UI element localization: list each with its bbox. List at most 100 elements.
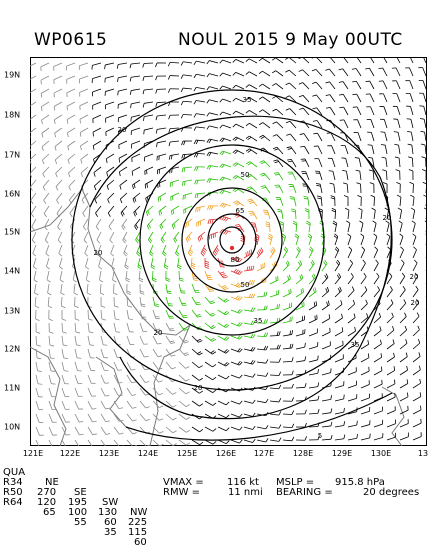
table-cell: 60	[134, 538, 147, 548]
wind-barb	[326, 107, 335, 115]
wind-barb	[343, 183, 348, 193]
wind-barb	[220, 60, 231, 63]
wind-barb	[106, 128, 114, 136]
wind-barb	[99, 258, 102, 269]
lat-label: 17N	[4, 151, 20, 160]
wind-barb	[205, 297, 215, 304]
storm-center-marker	[230, 246, 234, 250]
wind-barb	[92, 89, 101, 96]
wind-barb	[348, 434, 358, 440]
wind-barb	[259, 58, 270, 63]
wind-barb	[295, 234, 299, 245]
wind-barb	[426, 312, 427, 323]
wind-barb	[146, 206, 153, 216]
wind-barb	[41, 102, 49, 111]
wind-barb	[62, 310, 66, 321]
wind-barb	[379, 94, 387, 102]
wind-barb	[352, 81, 361, 89]
wind-barb	[207, 126, 218, 130]
wind-barb	[105, 102, 114, 109]
wind-barb	[365, 57, 374, 63]
wind-barb	[309, 247, 313, 258]
wind-barb	[194, 114, 205, 118]
wind-barb	[248, 211, 257, 219]
wind-barb	[387, 406, 395, 414]
wind-barb	[270, 276, 278, 284]
wind-barb	[299, 83, 309, 89]
wind-barb	[412, 221, 415, 232]
wind-barb	[60, 271, 64, 282]
wind-barb	[220, 138, 231, 142]
wind-barb	[207, 206, 218, 210]
wind-barb	[192, 284, 200, 292]
wind-barb	[172, 219, 179, 229]
wind-barb	[156, 115, 166, 120]
wind-barb	[322, 314, 330, 323]
wind-barb	[218, 297, 229, 302]
wind-barb	[143, 102, 153, 107]
wind-barb	[400, 353, 407, 362]
wind-barb	[82, 193, 88, 204]
wind-barb	[246, 72, 257, 76]
wind-barb	[42, 128, 49, 137]
wind-barb	[352, 94, 361, 102]
wind-barb	[413, 286, 418, 297]
wind-barb	[322, 341, 330, 349]
wind-barb	[88, 349, 95, 358]
wind-barb	[121, 206, 127, 216]
wind-barb	[316, 183, 322, 193]
wind-barb	[125, 258, 129, 269]
wind-barb	[93, 141, 101, 150]
wind-barb	[179, 271, 184, 281]
wind-barb	[367, 132, 374, 141]
wind-barb	[312, 95, 322, 102]
wind-barb	[283, 330, 293, 336]
wind-barb	[309, 382, 319, 388]
wind-barb	[93, 115, 101, 123]
lon-label: 122E	[60, 449, 80, 458]
wind-barb	[309, 328, 317, 336]
wind-barb	[348, 313, 355, 323]
wind-barb	[393, 119, 400, 128]
wind-barb	[413, 234, 416, 245]
wind-barb	[79, 63, 88, 70]
wind-barb	[79, 76, 88, 83]
wind-barb	[179, 349, 189, 356]
wind-barb	[231, 335, 242, 339]
wind-barb	[140, 440, 150, 446]
contour-label: 20	[410, 273, 419, 281]
wind-barb	[309, 356, 318, 362]
wind-barb	[169, 115, 179, 119]
wind-barb	[108, 206, 114, 217]
wind-barb	[325, 69, 335, 76]
wind-barb	[218, 310, 229, 315]
wind-barb	[348, 234, 351, 245]
wind-barb	[205, 401, 216, 406]
wind-barb	[296, 247, 300, 258]
wind-barb	[247, 199, 257, 206]
wind-barb	[400, 260, 404, 271]
wind-barb	[96, 219, 101, 230]
wind-barb	[272, 109, 283, 115]
wind-barb	[54, 63, 62, 71]
wind-barb	[118, 102, 127, 109]
wind-barb	[207, 179, 218, 183]
wind-barb	[268, 234, 273, 245]
wind-barb	[175, 245, 179, 256]
wind-barb	[132, 180, 140, 189]
wind-barb	[168, 62, 179, 66]
wind-barb	[220, 190, 231, 194]
wind-barb	[270, 247, 275, 258]
wind-barb	[218, 349, 229, 353]
wind-barb	[309, 409, 319, 414]
wind-barb	[75, 427, 84, 435]
wind-barb	[36, 336, 41, 346]
wind-barb	[42, 154, 49, 164]
wind-barb	[374, 407, 382, 414]
wind-barb	[420, 131, 426, 141]
wind-barb	[218, 427, 229, 431]
wind-barb	[114, 310, 119, 320]
wind-barb	[67, 76, 75, 84]
wind-barb	[36, 375, 42, 384]
wind-barb	[207, 152, 218, 156]
